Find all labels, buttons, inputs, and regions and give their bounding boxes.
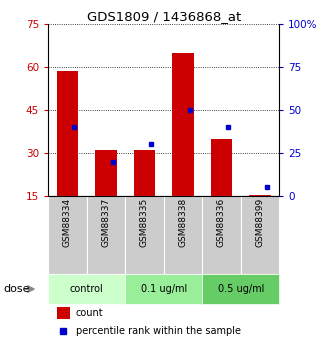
Text: GSM88336: GSM88336 (217, 198, 226, 247)
Bar (48, 196, 87, 274)
Bar (125, 274, 202, 304)
Bar (241, 196, 279, 274)
Bar (87, 196, 125, 274)
Text: GSM88399: GSM88399 (256, 198, 265, 247)
Text: 0.1 ug/ml: 0.1 ug/ml (141, 284, 187, 294)
Bar (172, 53, 194, 196)
Bar (125, 196, 164, 274)
Text: control: control (70, 284, 104, 294)
Bar (164, 196, 202, 274)
Bar (95, 150, 117, 196)
Title: GDS1809 / 1436868_at: GDS1809 / 1436868_at (87, 10, 241, 23)
Bar (202, 196, 241, 274)
Text: GSM88334: GSM88334 (63, 198, 72, 247)
Text: GSM88335: GSM88335 (140, 198, 149, 247)
Text: count: count (76, 308, 103, 318)
Bar (249, 195, 271, 196)
Text: GSM88337: GSM88337 (101, 198, 110, 247)
Bar (48, 274, 125, 304)
Bar (202, 274, 279, 304)
Bar (134, 150, 155, 196)
Text: dose: dose (3, 284, 30, 294)
Bar (57, 71, 78, 196)
Bar (57, 307, 70, 319)
Text: GSM88338: GSM88338 (178, 198, 187, 247)
Text: percentile rank within the sample: percentile rank within the sample (76, 326, 241, 336)
Text: 0.5 ug/ml: 0.5 ug/ml (218, 284, 264, 294)
Bar (211, 139, 232, 196)
